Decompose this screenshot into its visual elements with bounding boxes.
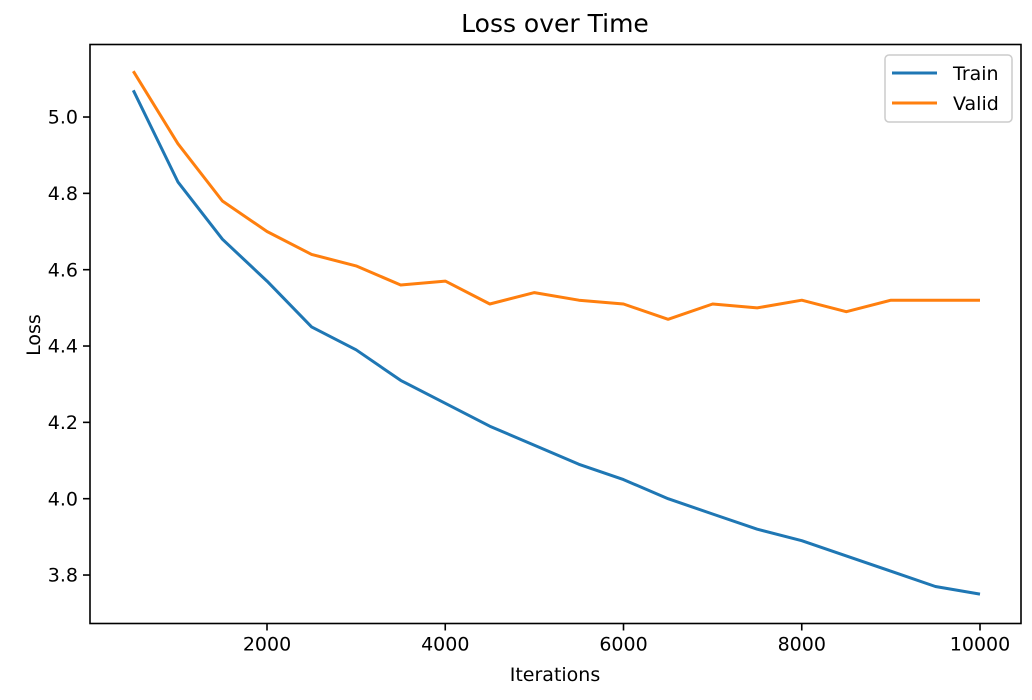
legend-train-label: Train xyxy=(952,63,999,85)
y-axis-label: Loss xyxy=(23,314,45,356)
x-tick-label: 10000 xyxy=(950,634,1010,656)
valid-line xyxy=(132,70,980,321)
y-axis-ticks: 5.0 4.8 4.6 4.4 4.2 4.0 3.8 xyxy=(48,107,90,587)
y-tick-label: 4.2 xyxy=(48,412,78,434)
y-tick-label: 5.0 xyxy=(48,107,78,129)
y-tick-label: 3.8 xyxy=(48,565,78,587)
legend: Train Valid xyxy=(884,54,1013,123)
x-tick-label: 8000 xyxy=(778,634,826,656)
x-tick-label: 4000 xyxy=(421,634,469,656)
x-axis-label: Iterations xyxy=(510,664,601,686)
train-line xyxy=(131,89,981,596)
legend-valid-label: Valid xyxy=(953,93,999,115)
x-tick-label: 2000 xyxy=(243,634,291,656)
x-tick-label: 6000 xyxy=(599,634,647,656)
y-tick-label: 4.6 xyxy=(48,259,78,281)
x-axis-ticks: 2000 4000 6000 8000 10000 xyxy=(243,623,1010,656)
y-tick-label: 4.0 xyxy=(48,488,78,510)
y-tick-label: 4.8 xyxy=(48,183,78,205)
plot-area xyxy=(89,43,1022,625)
series-lines xyxy=(131,70,981,596)
chart-title: Loss over Time xyxy=(461,9,649,38)
y-tick-label: 4.4 xyxy=(48,336,78,358)
